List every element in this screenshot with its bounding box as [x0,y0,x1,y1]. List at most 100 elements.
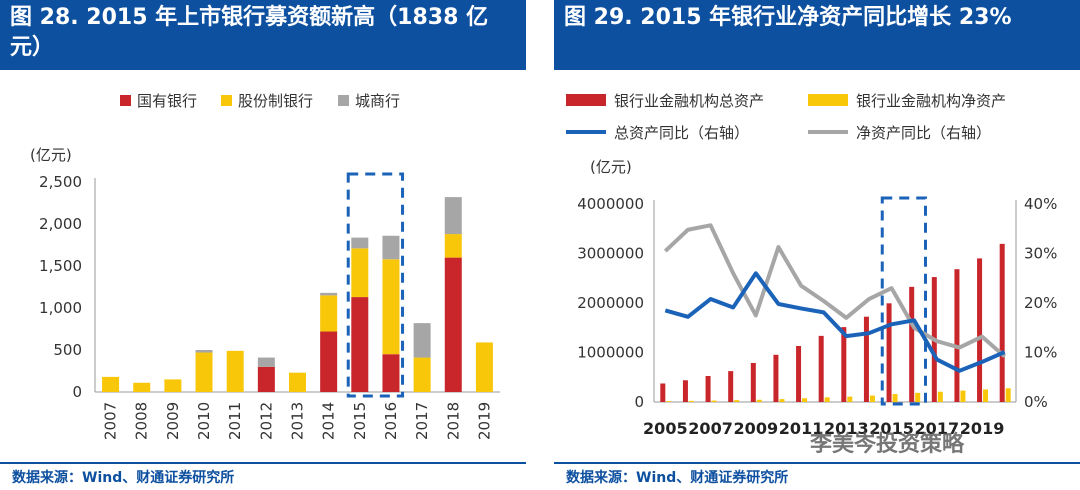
legend-label-net-assets: 银行业金融机构净资产 [856,92,1006,110]
x-tick-label: 2009 [734,419,779,438]
y-axis-unit: (亿元) [30,146,72,164]
bar-2010-series-1 [195,352,213,392]
x-tick-label: 2015 [351,402,369,440]
bar-net-assets-2017 [937,391,943,402]
bar-2018-series-2 [444,197,462,235]
x-tick-label: 2007 [688,419,733,438]
legend-label-total-assets: 银行业金融机构总资产 [614,92,764,110]
bar-2014-series-0 [320,331,338,392]
y-tick-label-right: 0% [1024,393,1048,411]
bar-2015-series-1 [351,248,369,298]
bar-2016-series-1 [382,259,400,355]
bar-net-assets-2015 [892,394,898,402]
bar-2013-series-1 [289,372,306,392]
bar-total-assets-2010 [773,354,779,402]
x-tick-label: 2018 [444,402,462,440]
bar-2016-series-2 [382,235,400,260]
bar-net-assets-2013 [847,396,853,402]
bar-2012-series-2 [257,357,275,367]
bar-net-assets-2005 [666,401,672,402]
bar-net-assets-2007 [711,400,717,402]
bar-net-assets-2010 [779,399,785,402]
y-tick-label-right: 30% [1024,245,1057,263]
bar-2015-series-0 [351,297,369,392]
legend-swatch-0 [120,95,131,106]
bar-net-assets-2018 [960,390,966,402]
bar-2010-series-2 [195,350,213,353]
bar-net-assets-2019 [983,389,989,402]
y-tick-label: 2,500 [39,173,82,191]
bar-total-assets-2018 [954,269,960,402]
x-tick-label: 2012 [257,402,275,440]
chart-panel-left: 图 28. 2015 年上市银行募资额新高（1838 亿元） 国有银行 股份制银行… [0,0,526,490]
x-tick-label: 2013 [289,402,307,440]
x-tick-label: 2005 [643,419,688,438]
bar-2014-series-2 [320,292,338,296]
x-tick-label: 2017 [413,402,431,440]
bar-2017-series-1 [413,357,431,392]
bar-net-assets-2009 [756,399,762,402]
y-tick-label: 1,500 [39,257,82,275]
legend-swatch-net-assets [808,94,848,106]
x-tick-label: 2007 [102,402,120,440]
bar-2014-series-1 [320,295,338,332]
chart-title-left: 图 28. 2015 年上市银行募资额新高（1838 亿元） [0,0,526,70]
y-axis-unit: (亿元) [590,158,632,176]
x-tick-label: 2015 [869,419,914,438]
bar-net-assets-2020 [1005,388,1011,402]
bar-net-assets-2008 [734,400,740,402]
bar-net-assets-2012 [824,397,830,402]
y-tick-label-right: 40% [1024,195,1057,213]
bar-2017-series-2 [413,323,431,358]
line-net-assets-yoy [663,223,1007,358]
bar-2008-series-1 [133,382,151,392]
x-tick-label: 2014 [320,402,338,440]
bar-total-assets-2006 [682,380,688,402]
bar-2018-series-0 [444,257,462,392]
footer-divider-left [0,462,526,464]
chart-panel-right: 图 29. 2015 年银行业净资产同比增长 23% 银行业金融机构总资产 银行业… [554,0,1080,490]
x-tick-label: 2016 [382,402,400,440]
legend-label-net-yoy: 净资产同比（右轴） [856,124,991,142]
data-source-right: 数据来源：Wind、财通证券研究所 [566,470,789,486]
legend-label-1: 股份制银行 [238,92,313,110]
y-tick-label: 0 [72,383,82,401]
y-tick-label-left: 3000000 [577,245,644,263]
highlight-box [880,196,927,406]
y-tick-label-left: 4000000 [577,195,644,213]
bar-total-assets-2019 [977,258,983,402]
stacked-bar-chart: 国有银行 股份制银行 城商行 (亿元) 0 500 1,000 1,500 2,000 2,500… [30,92,500,440]
bar-net-assets-2014 [869,395,875,402]
watermark-text: 李美岑投资策略 [810,432,965,457]
x-tick-label: 2017 [915,419,960,438]
bar-2018-series-1 [444,234,462,258]
y-tick-label-left: 0 [634,393,644,411]
legend-label-2: 城商行 [355,92,400,110]
footer-divider-right [554,462,1080,464]
bar-total-assets-2008 [728,371,734,402]
bar-total-assets-2007 [705,376,711,402]
y-tick-label: 2,000 [39,215,82,233]
legend-label-0: 国有银行 [137,92,197,110]
bar-total-assets-2016 [909,286,915,402]
x-tick-label: 2011 [226,402,244,440]
legend-swatch-1 [221,95,232,106]
bar-total-assets-2014 [863,316,869,402]
legend-swatch-total-assets [566,94,606,106]
bar-2015-series-2 [351,237,369,249]
chart-title-right: 图 29. 2015 年银行业净资产同比增长 23% [554,0,1080,70]
bar-2016-series-0 [382,354,400,392]
x-tick-label: 2019 [960,419,1005,438]
data-source-left: 数据来源：Wind、财通证券研究所 [12,470,235,486]
bar-net-assets-2006 [688,400,694,402]
bar-2019-series-1 [475,342,493,392]
y-tick-label-right: 10% [1024,344,1057,362]
x-tick-label: 2013 [824,419,869,438]
bar-total-assets-2009 [750,362,756,402]
bar-net-assets-2016 [915,392,921,402]
bar-total-assets-2020 [999,243,1005,402]
x-tick-label: 2019 [475,402,493,440]
y-tick-label: 500 [53,341,82,359]
y-tick-label-right: 20% [1024,294,1057,312]
